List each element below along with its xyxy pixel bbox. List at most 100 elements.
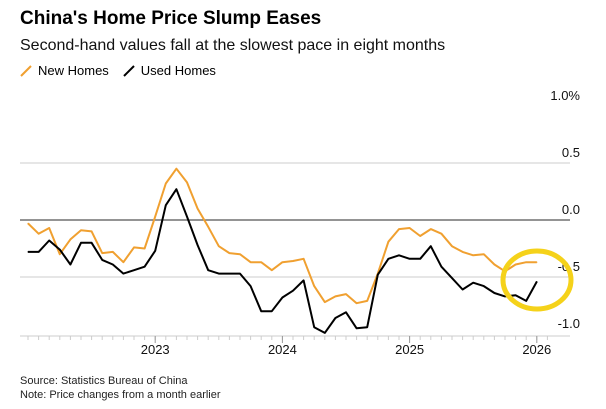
data-point xyxy=(313,285,315,287)
data-point xyxy=(292,290,294,292)
data-point xyxy=(207,226,209,228)
data-point xyxy=(228,252,230,254)
data-point xyxy=(175,168,177,170)
data-point xyxy=(91,230,93,232)
x-tick-label: 2023 xyxy=(141,342,170,357)
data-point xyxy=(38,251,40,253)
series-line-used-homes xyxy=(28,188,538,334)
data-point xyxy=(462,251,464,253)
new-homes-line-icon xyxy=(20,64,32,77)
data-point xyxy=(440,233,442,235)
data-point xyxy=(165,182,167,185)
data-point xyxy=(345,293,347,295)
data-point xyxy=(472,282,474,284)
y-tick-label: -1.0 xyxy=(558,316,580,331)
data-point xyxy=(483,285,485,287)
series-points-1 xyxy=(27,188,538,334)
data-point xyxy=(504,295,506,297)
data-point xyxy=(218,272,220,275)
data-point xyxy=(398,228,400,230)
chart-title: China's Home Price Slump Eases xyxy=(20,8,322,29)
data-point xyxy=(398,254,400,256)
data-point xyxy=(419,258,421,260)
data-point xyxy=(345,311,347,313)
data-point xyxy=(430,228,432,230)
data-point xyxy=(303,279,305,282)
data-point xyxy=(493,292,495,294)
legend: New Homes Used Homes xyxy=(20,63,216,78)
footnote: Note: Price changes from a month earlier xyxy=(20,389,221,401)
data-point xyxy=(281,296,283,299)
x-tick-label: 2024 xyxy=(268,342,297,357)
data-point xyxy=(239,272,241,275)
data-point xyxy=(186,215,188,218)
data-point xyxy=(80,242,82,244)
data-point xyxy=(409,258,411,260)
data-point xyxy=(356,327,358,329)
data-point xyxy=(250,285,252,287)
data-point xyxy=(112,263,114,266)
legend-label-new-homes: New Homes xyxy=(38,63,109,78)
data-point xyxy=(281,261,283,263)
legend-label-used-homes: Used Homes xyxy=(140,63,216,78)
data-point xyxy=(175,188,177,190)
data-point xyxy=(536,261,538,263)
y-tick-label: 0.0 xyxy=(562,202,580,217)
data-point xyxy=(451,245,453,247)
data-point xyxy=(122,272,124,275)
data-point xyxy=(525,300,527,302)
data-point xyxy=(101,259,103,261)
data-point xyxy=(144,247,146,250)
data-point xyxy=(493,263,495,266)
x-tick-label: 2025 xyxy=(395,342,424,357)
data-point xyxy=(430,245,432,247)
data-point xyxy=(112,251,114,253)
data-point xyxy=(356,302,358,304)
data-point xyxy=(133,269,135,271)
data-point xyxy=(260,310,262,312)
data-point xyxy=(334,317,336,319)
data-point xyxy=(387,258,389,260)
data-point xyxy=(419,235,421,237)
data-point xyxy=(440,266,442,268)
y-tick-label: 0.5 xyxy=(562,145,580,160)
data-point xyxy=(207,269,209,271)
data-point xyxy=(133,246,135,248)
data-point xyxy=(186,181,188,183)
data-point xyxy=(69,238,71,240)
data-point xyxy=(313,326,315,328)
data-point xyxy=(271,310,273,312)
data-point xyxy=(154,215,156,218)
data-point xyxy=(334,295,336,297)
legend-item-used-homes: Used Homes xyxy=(123,63,216,78)
data-point xyxy=(366,326,368,328)
data-point xyxy=(69,263,71,266)
data-point xyxy=(59,249,61,251)
data-point xyxy=(48,227,50,229)
data-point xyxy=(366,300,368,302)
data-point xyxy=(144,266,146,268)
data-point xyxy=(27,222,29,225)
data-point xyxy=(451,277,453,279)
y-tick-label: 1.0% xyxy=(550,88,580,103)
data-point xyxy=(122,261,124,263)
data-point xyxy=(27,251,29,253)
data-point xyxy=(228,272,230,275)
data-point xyxy=(462,288,464,291)
data-point xyxy=(165,204,167,206)
data-point xyxy=(197,208,199,210)
data-point xyxy=(515,294,517,296)
data-point xyxy=(483,253,485,255)
data-point xyxy=(48,239,50,242)
series-line-new-homes xyxy=(27,167,537,305)
chart-subtitle: Second-hand values fall at the slowest p… xyxy=(20,37,446,54)
data-point xyxy=(271,269,273,271)
data-point xyxy=(91,242,93,244)
data-point xyxy=(239,253,241,255)
data-point xyxy=(525,261,527,263)
used-homes-line-icon xyxy=(123,64,135,77)
highlight-circle xyxy=(500,248,574,312)
data-point xyxy=(38,233,40,235)
data-point xyxy=(324,332,326,334)
